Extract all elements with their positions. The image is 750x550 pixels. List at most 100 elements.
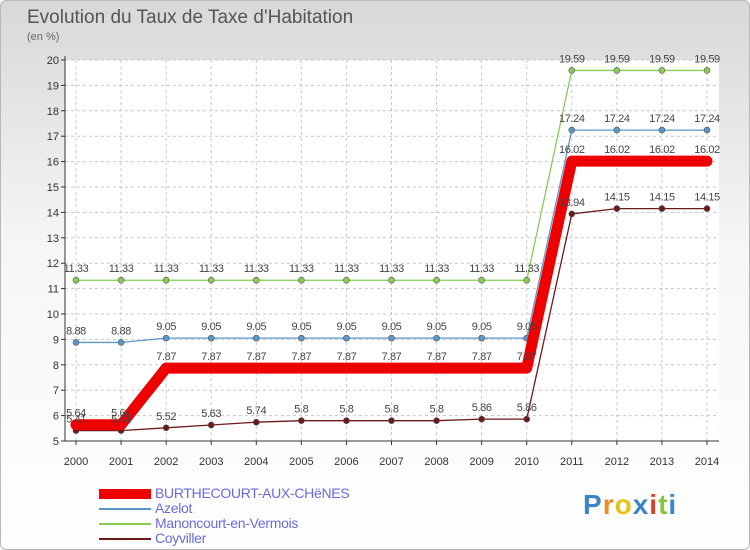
legend-label: BURTHECOURT-AUX-CHëNES	[155, 485, 350, 501]
data-point	[656, 156, 667, 167]
data-point	[251, 363, 262, 374]
data-point	[72, 339, 80, 346]
chart-title: Evolution du Taux de Taxe d'Habitation	[27, 7, 354, 28]
logo-letter: x	[632, 489, 650, 520]
data-label: 9.05	[382, 321, 402, 333]
y-tick-label: 6	[53, 411, 59, 423]
data-point	[478, 415, 485, 423]
y-tick-label: 7	[53, 385, 59, 397]
x-tick-label: 2012	[605, 456, 629, 468]
y-tick-label: 12	[47, 258, 59, 270]
data-label: 7.87	[156, 351, 176, 363]
data-label: 16.02	[604, 144, 630, 156]
data-label: 5.41	[111, 414, 131, 426]
y-tick-label: 8	[53, 360, 59, 372]
data-label: 5.41	[66, 414, 86, 426]
data-label: 5.8	[430, 404, 444, 416]
data-label: 7.87	[382, 351, 402, 363]
data-label: 11.33	[154, 263, 179, 275]
y-tick-label: 9	[53, 334, 59, 346]
data-label: 19.59	[694, 53, 720, 65]
data-label: 5.86	[517, 402, 537, 414]
data-label: 14.15	[604, 192, 630, 204]
data-label: 11.33	[64, 263, 89, 275]
data-label: 9.05	[337, 321, 357, 333]
logo-letter: t	[658, 489, 669, 520]
data-label: 11.33	[289, 263, 314, 275]
data-point	[568, 67, 576, 74]
x-tick-label: 2000	[64, 456, 88, 468]
data-label: 5.52	[156, 411, 176, 423]
data-label: 9.05	[156, 321, 176, 333]
data-label: 17.24	[559, 113, 585, 125]
data-label: 9.05	[246, 321, 266, 333]
y-tick-label: 16	[47, 157, 59, 169]
legend-swatch	[99, 538, 151, 540]
proxiti-logo: Proxiti	[583, 489, 677, 521]
data-label: 5.8	[384, 404, 398, 416]
data-label: 5.74	[246, 405, 266, 417]
data-point	[386, 363, 397, 374]
data-label: 14.15	[649, 192, 675, 204]
data-label: 11.33	[199, 263, 224, 275]
data-label: 11.33	[469, 263, 494, 275]
data-label: 19.59	[649, 53, 675, 65]
data-label: 7.87	[427, 351, 447, 363]
data-label: 19.59	[559, 53, 585, 65]
legend-label: Azelot	[155, 500, 193, 516]
logo-letter: r	[602, 489, 615, 520]
data-point	[523, 276, 531, 284]
legend-swatch	[99, 489, 151, 499]
data-label: 7.87	[517, 351, 537, 363]
data-point	[252, 276, 260, 284]
data-point	[613, 205, 621, 212]
legend-label: Coyviller	[155, 530, 206, 546]
data-point	[613, 126, 621, 134]
data-point	[476, 363, 487, 374]
y-axis-unit: (en %)	[27, 31, 60, 43]
data-label: 14.15	[694, 192, 720, 204]
x-tick-label: 2010	[514, 456, 538, 468]
data-label: 19.59	[604, 53, 630, 65]
x-tick-label: 2013	[650, 456, 674, 468]
x-tick-label: 2005	[289, 456, 313, 468]
data-point	[117, 276, 125, 284]
y-tick-label: 20	[47, 55, 59, 67]
data-label: 11.33	[379, 263, 404, 275]
data-point	[388, 276, 395, 284]
legend-label: Manoncourt-en-Vermois	[155, 515, 299, 531]
data-label: 11.33	[424, 263, 449, 275]
data-point	[433, 334, 440, 342]
legend-swatch	[99, 523, 151, 525]
data-point	[343, 417, 350, 424]
y-tick-label: 18	[47, 106, 59, 118]
data-label: 9.05	[201, 321, 221, 333]
y-tick-label: 19	[47, 80, 59, 92]
data-label: 16.02	[649, 144, 675, 156]
data-point	[162, 424, 170, 432]
x-tick-label: 2009	[469, 456, 493, 468]
data-label: 7.87	[291, 351, 311, 363]
data-point	[703, 67, 711, 74]
data-point	[298, 276, 305, 284]
data-point	[207, 421, 215, 429]
data-point	[431, 363, 442, 374]
data-label: 11.33	[334, 263, 359, 275]
data-label: 7.87	[246, 351, 266, 363]
data-point	[162, 276, 170, 284]
data-point	[343, 334, 350, 342]
data-point	[388, 334, 395, 342]
logo-letter: i	[649, 489, 659, 520]
data-point	[207, 334, 215, 342]
data-label: 7.87	[472, 351, 492, 363]
data-point	[161, 363, 172, 374]
data-point	[116, 419, 127, 430]
data-point	[613, 67, 621, 74]
data-point	[252, 418, 260, 426]
x-tick-label: 2002	[154, 456, 178, 468]
x-tick-label: 2007	[379, 456, 403, 468]
data-label: 9.05	[427, 321, 447, 333]
data-point	[72, 276, 80, 284]
x-tick-label: 2001	[109, 456, 133, 468]
